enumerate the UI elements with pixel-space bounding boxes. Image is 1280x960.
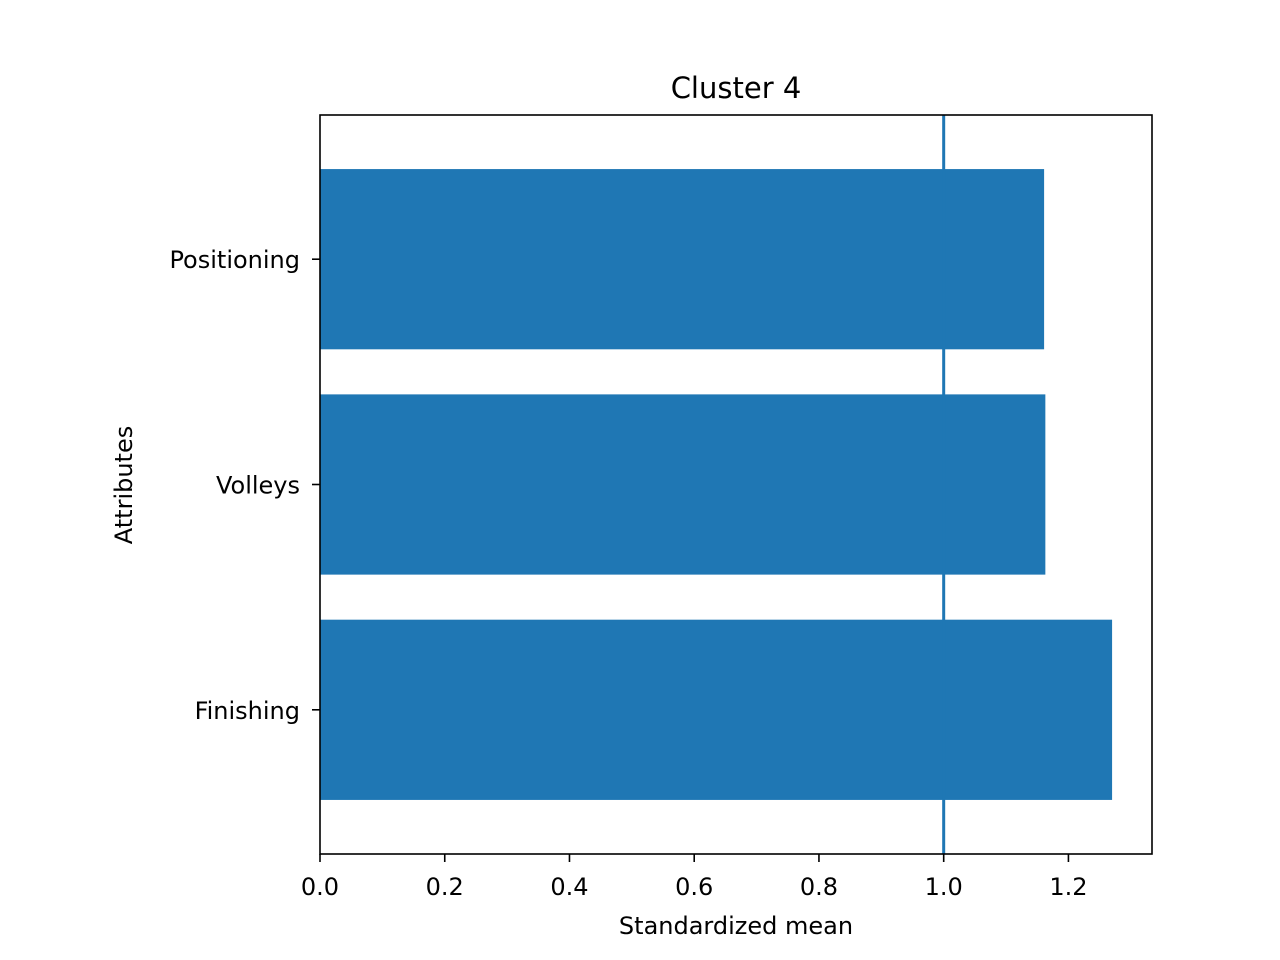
- y-tick-label: Volleys: [216, 472, 300, 500]
- bar-positioning: [320, 169, 1045, 350]
- y-axis-ticks: Finishing Volleys Positioning: [169, 246, 320, 725]
- chart-title: Cluster 4: [671, 71, 802, 105]
- x-tick-label: 0.4: [550, 873, 588, 901]
- x-tick-label: 1.2: [1049, 873, 1087, 901]
- bar-volleys: [320, 394, 1046, 575]
- x-tick-label: 0.8: [800, 873, 838, 901]
- bar-finishing: [320, 619, 1113, 800]
- x-tick-label: 0.2: [426, 873, 464, 901]
- y-tick-label: Finishing: [195, 697, 300, 725]
- x-tick-label: 0.0: [301, 873, 339, 901]
- x-tick-label: 1.0: [925, 873, 963, 901]
- y-tick-label: Positioning: [169, 246, 300, 274]
- x-axis-label: Standardized mean: [619, 912, 853, 940]
- bars-group: [320, 169, 1113, 800]
- y-axis-label: Attributes: [110, 426, 138, 544]
- x-tick-label: 0.6: [675, 873, 713, 901]
- x-axis-ticks: 0.0 0.2 0.4 0.6 0.8 1.0 1.2: [301, 854, 1088, 901]
